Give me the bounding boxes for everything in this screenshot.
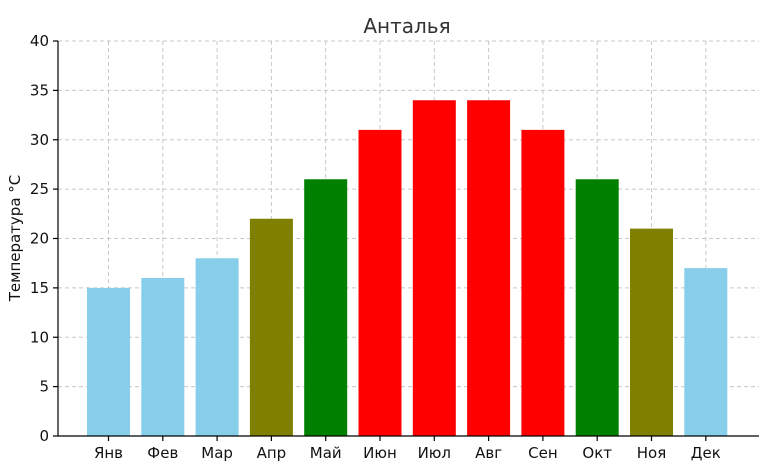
bar-Сен [521,129,565,436]
y-tick-label: 35 [30,81,49,99]
x-tick-label: Мар [201,444,233,462]
x-tick-label: Янв [94,444,123,462]
x-tick-label: Дек [691,444,721,462]
x-tick-label: Окт [582,444,612,462]
x-tick-label: Июн [363,444,397,462]
bar-Фев [141,278,185,436]
chart-title: Анталья [363,14,450,38]
bar-Дек [684,268,728,436]
y-tick-label: 30 [30,131,49,149]
bar-Окт [575,179,619,436]
bar-Ноя [630,228,673,436]
x-tick-label: Июл [418,444,451,462]
bar-Май [304,179,348,436]
bar-Июл [412,100,456,436]
x-tick-label: Авг [475,444,502,462]
x-tick-label: Сен [528,444,558,462]
bar-Янв [87,287,130,436]
y-tick-label: 20 [30,230,49,248]
y-tick-label: 5 [39,378,49,396]
bar-Апр [249,218,293,436]
y-tick-label: 15 [30,279,49,297]
bar-Мар [195,258,239,436]
bar-Июн [358,129,402,436]
tick-labels-layer: 0 5 10 15 20 25 30 35 40 Янв Фев Мар Апр Май Июн Июл Авг… [30,32,721,462]
y-tick-label: 25 [30,180,49,198]
y-axis-label: Температура °C [6,175,24,303]
y-tick-label: 10 [30,328,49,346]
y-tick-label: 0 [39,427,49,445]
x-tick-label: Май [310,444,342,462]
x-tick-label: Апр [257,444,287,462]
bar-Авг [467,100,511,436]
x-tick-label: Фев [147,444,178,462]
x-tick-label: Ноя [637,444,666,462]
bars-layer [87,100,728,436]
axes-layer [53,40,759,441]
y-tick-label: 40 [30,32,49,50]
